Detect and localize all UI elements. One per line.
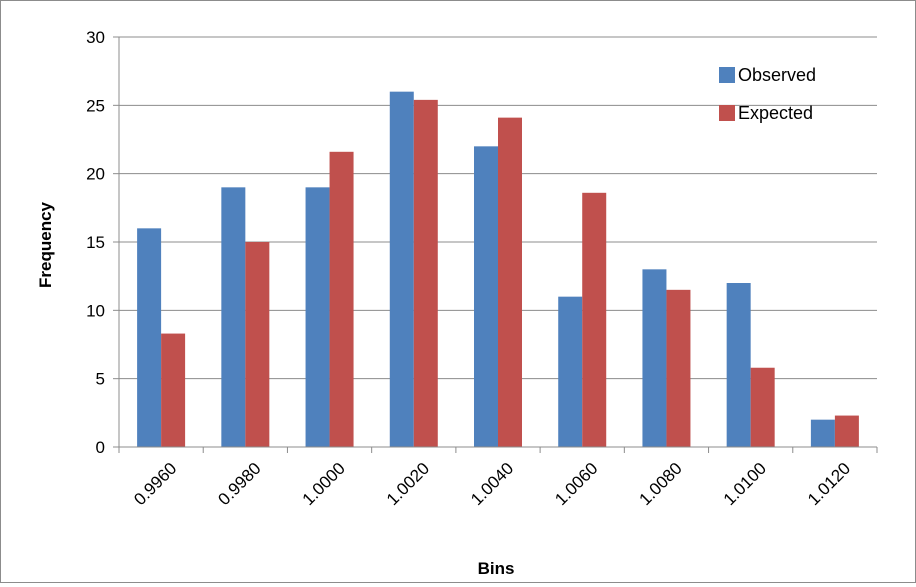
bar-expected-1.0120 bbox=[834, 415, 859, 447]
bar-observed-1.0040 bbox=[474, 146, 498, 448]
bar-expected-1.0060 bbox=[582, 192, 607, 447]
bar-observed-1.0080 bbox=[642, 269, 667, 447]
y-tick-label: 30 bbox=[86, 28, 105, 47]
bar-observed-0.9980 bbox=[221, 187, 246, 448]
y-axis-title: Frequency bbox=[36, 201, 55, 288]
legend-swatch-observed bbox=[719, 67, 735, 83]
x-axis-title: Bins bbox=[478, 559, 515, 578]
legend-label-observed: Observed bbox=[738, 65, 816, 85]
bar-expected-1.0100 bbox=[750, 367, 775, 447]
x-tick-label: 1.0040 bbox=[467, 459, 517, 509]
x-tick-label: 1.0060 bbox=[551, 459, 601, 509]
bar-observed-1.0000 bbox=[305, 187, 330, 448]
x-tick-labels: 0.9960 0.9980 1.0000 1.0020 1.0040 1.0060 1.00… bbox=[130, 459, 854, 509]
y-tick-label: 0 bbox=[96, 438, 105, 457]
bar-expected-0.9980 bbox=[245, 242, 270, 447]
legend-swatch-expected bbox=[719, 105, 735, 121]
legend: Observed Expected bbox=[719, 65, 816, 123]
bar-observed-0.9960 bbox=[137, 228, 162, 447]
bar-observed-1.0100 bbox=[726, 283, 751, 447]
x-tick-label: 1.0100 bbox=[720, 459, 770, 509]
bars bbox=[137, 91, 859, 448]
x-tick-label: 0.9980 bbox=[214, 459, 264, 509]
bar-expected-1.0080 bbox=[666, 289, 691, 447]
axes bbox=[118, 37, 878, 453]
bar-expected-1.0040 bbox=[498, 117, 522, 447]
x-tick-label: 1.0080 bbox=[636, 459, 686, 509]
x-tick-label: 0.9960 bbox=[130, 459, 180, 509]
y-tick-label: 20 bbox=[86, 165, 105, 184]
x-tick-label: 1.0120 bbox=[804, 459, 854, 509]
x-tick-label: 1.0000 bbox=[299, 459, 349, 509]
bar-observed-1.0060 bbox=[558, 296, 583, 447]
y-tick-labels: 0 5 10 15 20 25 30 bbox=[86, 28, 105, 457]
bar-observed-1.0120 bbox=[810, 419, 835, 447]
y-tick-label: 10 bbox=[86, 301, 105, 320]
bar-observed-1.0020 bbox=[389, 91, 414, 448]
bar-expected-1.0000 bbox=[329, 151, 354, 448]
legend-label-expected: Expected bbox=[738, 103, 813, 123]
bar-expected-1.0020 bbox=[413, 99, 438, 447]
y-tick-label: 5 bbox=[96, 370, 105, 389]
y-tick-label: 25 bbox=[86, 96, 105, 115]
x-tick-label: 1.0020 bbox=[383, 459, 433, 509]
y-tick-label: 15 bbox=[86, 233, 105, 252]
bar-expected-0.9960 bbox=[161, 333, 186, 447]
